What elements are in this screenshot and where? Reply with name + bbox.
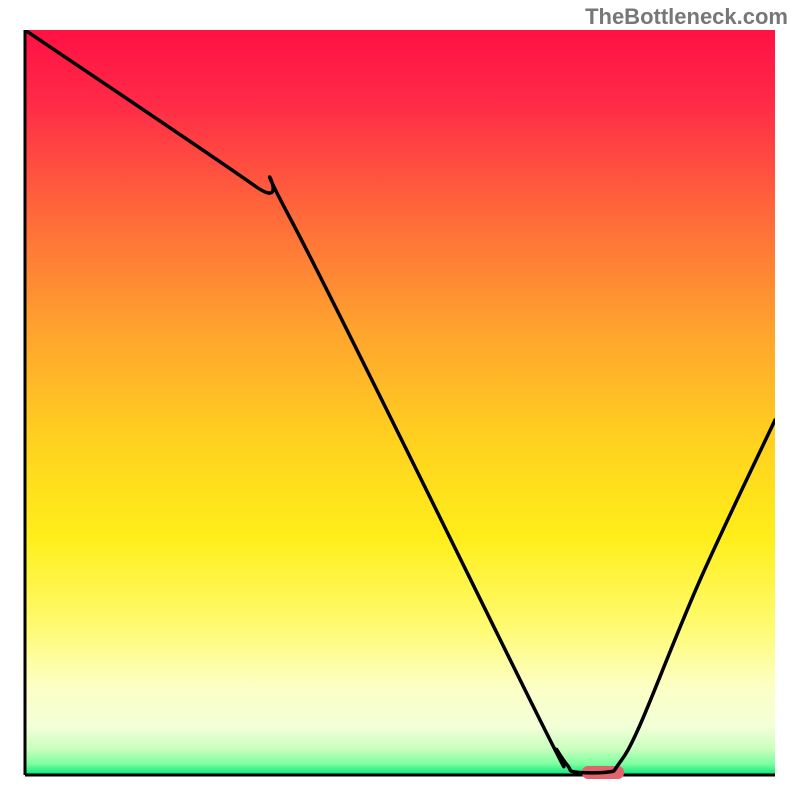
bottleneck-curve-chart (0, 0, 800, 800)
chart-container: { "watermark": { "text": "TheBottleneck.… (0, 0, 800, 800)
gradient-background (25, 30, 775, 775)
